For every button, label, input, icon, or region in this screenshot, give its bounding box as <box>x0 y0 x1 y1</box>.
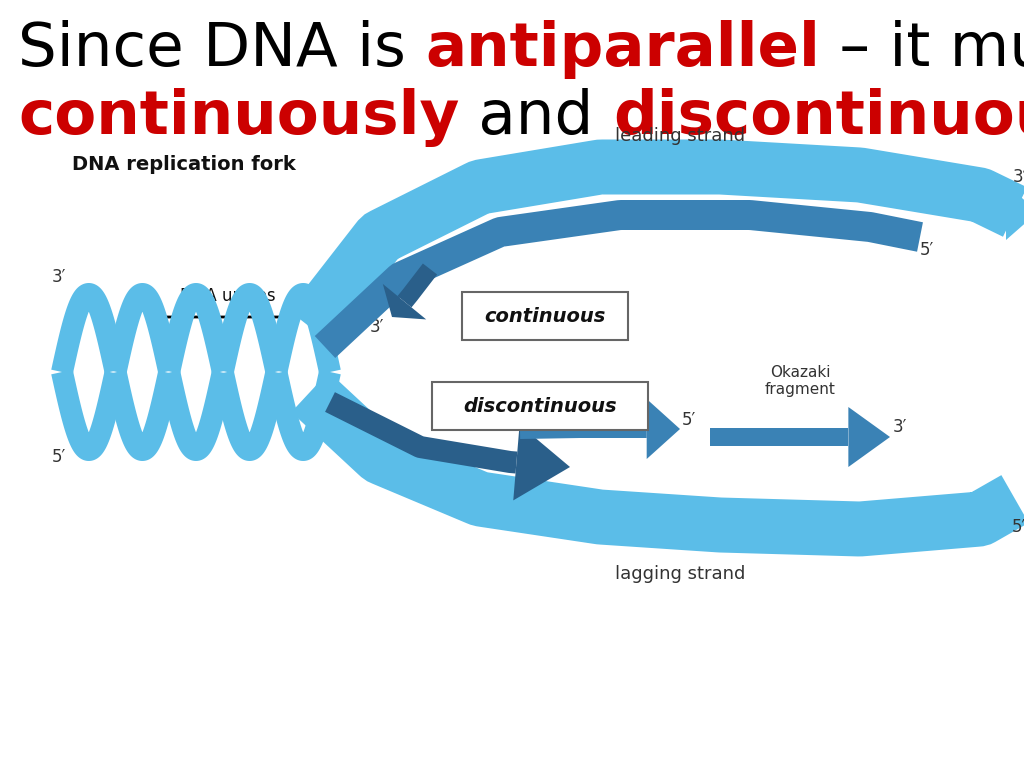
Text: DNA unzips: DNA unzips <box>180 287 275 305</box>
Polygon shape <box>383 284 426 319</box>
Text: 5′: 5′ <box>1012 518 1024 536</box>
Polygon shape <box>104 283 180 374</box>
Polygon shape <box>104 370 180 461</box>
Text: discontinuously: discontinuously <box>613 88 1024 147</box>
Text: 3′: 3′ <box>370 318 384 336</box>
Text: 5′: 5′ <box>682 411 696 429</box>
Text: continuously: continuously <box>18 88 460 147</box>
Text: Okazaki
fragment: Okazaki fragment <box>765 364 836 397</box>
Polygon shape <box>266 370 341 461</box>
Text: leading strand: leading strand <box>615 127 745 145</box>
Text: DNA replication fork: DNA replication fork <box>72 155 296 174</box>
Text: 3′: 3′ <box>893 418 907 436</box>
Text: 3′: 3′ <box>1013 168 1024 186</box>
Polygon shape <box>647 399 680 459</box>
Polygon shape <box>212 370 287 461</box>
Polygon shape <box>51 370 126 461</box>
Polygon shape <box>51 283 126 374</box>
Polygon shape <box>513 425 570 500</box>
Polygon shape <box>266 283 341 374</box>
Text: and: and <box>460 88 613 147</box>
Text: continuous: continuous <box>484 307 605 325</box>
Polygon shape <box>848 407 890 467</box>
Text: lagging strand: lagging strand <box>614 565 745 583</box>
Polygon shape <box>212 283 287 374</box>
Polygon shape <box>710 428 848 446</box>
Text: antiparallel: antiparallel <box>425 20 820 79</box>
Text: 3′: 3′ <box>52 268 67 286</box>
Text: – it must replicate: – it must replicate <box>820 20 1024 79</box>
Text: discontinuous: discontinuous <box>463 397 616 416</box>
Polygon shape <box>1006 184 1024 240</box>
Polygon shape <box>289 140 1024 344</box>
Polygon shape <box>325 392 517 473</box>
Polygon shape <box>397 264 437 308</box>
Text: Since DNA is: Since DNA is <box>18 20 425 79</box>
Polygon shape <box>314 200 923 358</box>
FancyBboxPatch shape <box>432 382 648 430</box>
Polygon shape <box>291 372 1024 556</box>
Text: 5′: 5′ <box>920 241 934 259</box>
Polygon shape <box>159 370 233 461</box>
FancyBboxPatch shape <box>462 292 628 340</box>
Text: 5′: 5′ <box>52 448 67 466</box>
Polygon shape <box>520 420 647 439</box>
Polygon shape <box>159 283 233 374</box>
